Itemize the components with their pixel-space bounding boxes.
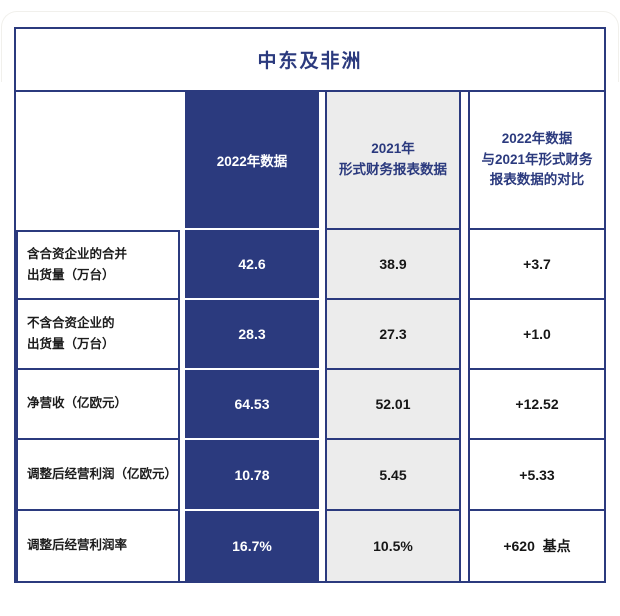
row-label-adjusted-ebit-margin: 调整后经营利润率 (16, 511, 180, 581)
value-2021-shipments-incl-jv: 38.9 (325, 230, 461, 300)
value-delta-adjusted-ebit-margin: +620 基点 (468, 511, 604, 581)
regional-financials-table: 中东及非洲 2022年数据 2021年 形式财务报表数据 2022年数据 与20… (14, 27, 606, 583)
value-2022-adjusted-ebit-margin: 16.7% (185, 511, 319, 581)
value-2022-shipments-excl-jv: 28.3 (185, 300, 319, 370)
value-2021-net-revenue: 52.01 (325, 370, 461, 440)
table-title: 中东及非洲 (16, 29, 604, 92)
column-header-comparison: 2022年数据 与2021年形式财务 报表数据的对比 (468, 92, 604, 230)
row-label-adjusted-ebit: 调整后经营利润（亿欧元） (16, 440, 180, 511)
column-header-2022: 2022年数据 (185, 92, 319, 230)
value-delta-shipments-excl-jv: +1.0 (468, 300, 604, 370)
value-2022-adjusted-ebit: 10.78 (185, 440, 319, 511)
value-2021-adjusted-ebit-margin: 10.5% (325, 511, 461, 581)
value-2021-shipments-excl-jv: 27.3 (325, 300, 461, 370)
value-delta-net-revenue: +12.52 (468, 370, 604, 440)
row-label-shipments-incl-jv: 含合资企业的合并 出货量（万台） (16, 230, 180, 300)
value-2021-adjusted-ebit: 5.45 (325, 440, 461, 511)
table-body: 2022年数据 2021年 形式财务报表数据 2022年数据 与2021年形式财… (16, 92, 604, 581)
row-label-shipments-excl-jv: 不含合资企业的 出货量（万台） (16, 300, 180, 370)
card-top-edge (1, 11, 619, 82)
column-header-2021-proforma: 2021年 形式财务报表数据 (325, 92, 461, 230)
value-delta-adjusted-ebit: +5.33 (468, 440, 604, 511)
value-2022-net-revenue: 64.53 (185, 370, 319, 440)
value-2022-shipments-incl-jv: 42.6 (185, 230, 319, 300)
value-delta-shipments-incl-jv: +3.7 (468, 230, 604, 300)
row-label-net-revenue: 净营收（亿欧元） (16, 370, 180, 440)
header-blank-cell (16, 92, 180, 230)
